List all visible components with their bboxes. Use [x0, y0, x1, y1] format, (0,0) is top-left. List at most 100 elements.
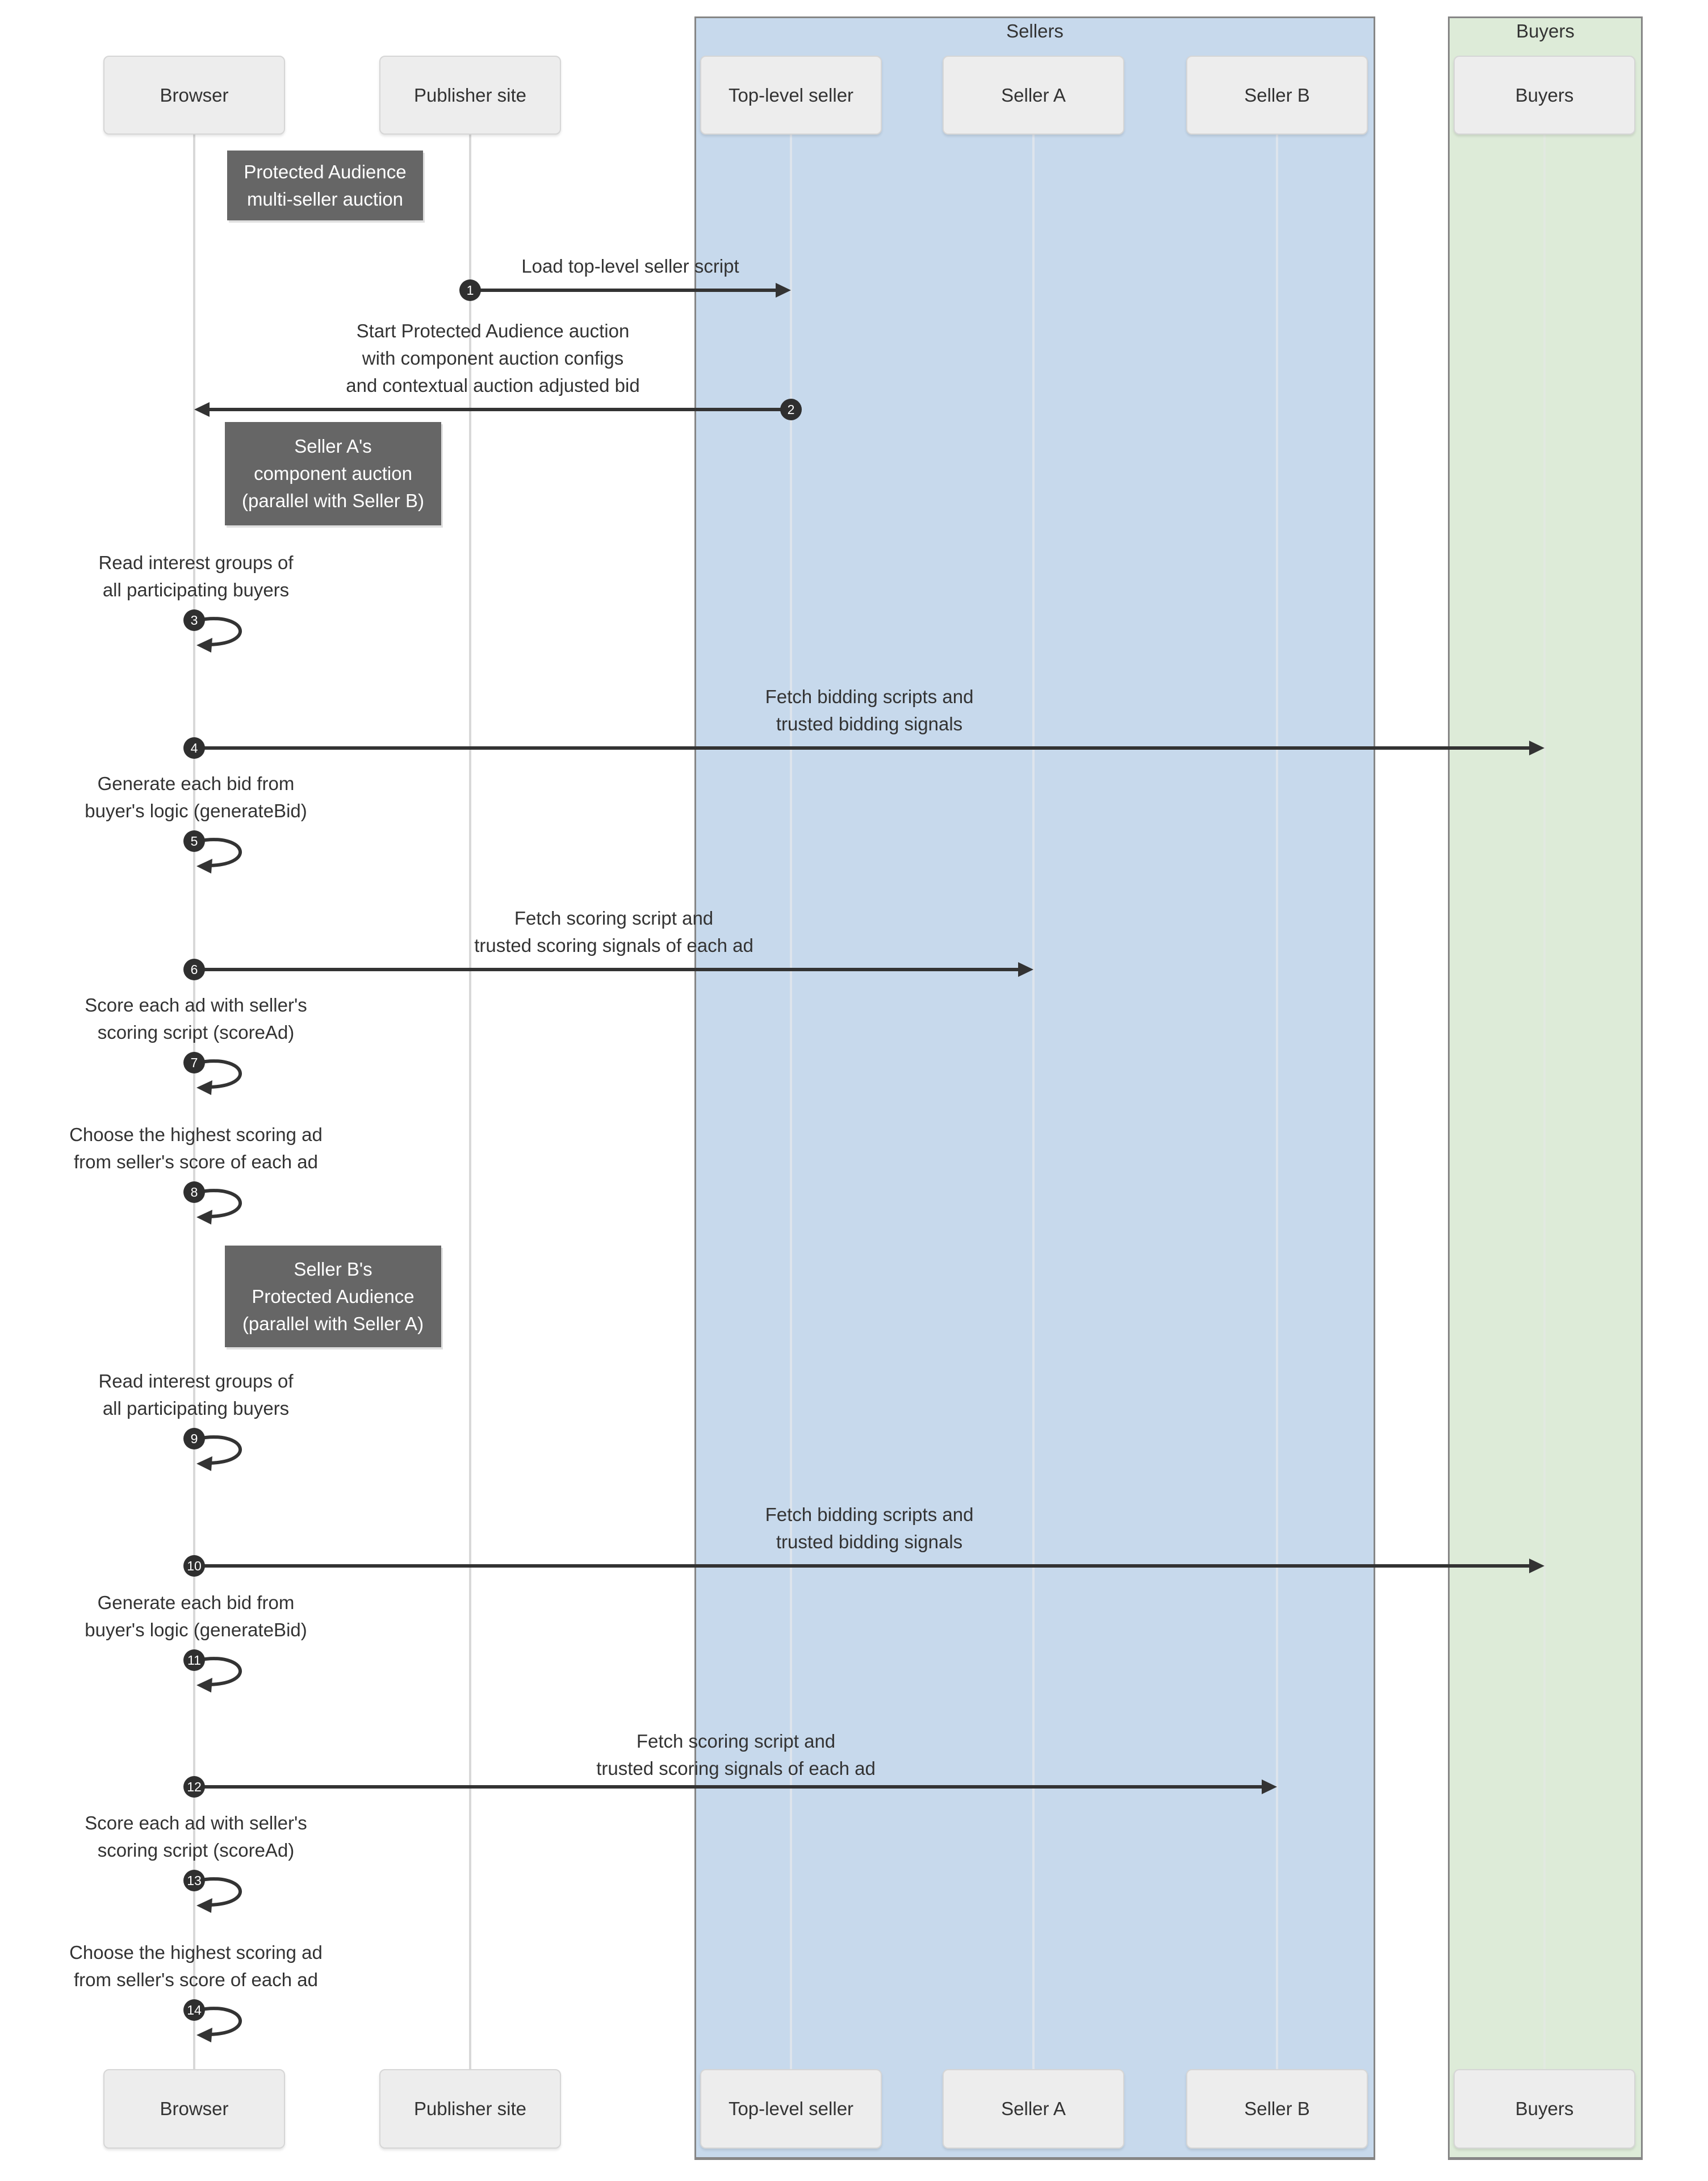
message-line: Fetch bidding scripts and — [765, 686, 974, 707]
message-4-label: Fetch bidding scripts and trusted biddin… — [699, 683, 1040, 738]
message-6-arrow — [194, 968, 1022, 971]
participant-label: Buyers — [1515, 2098, 1574, 2119]
message-1-number: 1 — [459, 279, 481, 301]
note-protected-audience-auction: Protected Audience multi-seller auction — [227, 151, 423, 220]
buyers-group-label: Buyers — [1516, 20, 1575, 41]
lifeline-publisher-site — [469, 135, 471, 2069]
note-line: (parallel with Seller A) — [242, 1313, 424, 1334]
message-14-label: Choose the highest scoring ad from selle… — [43, 1939, 349, 1994]
note-line: component auction — [254, 463, 412, 484]
note-line: Protected Audience — [244, 161, 407, 182]
participant-label: Top-level seller — [728, 84, 854, 106]
message-8-self-loop — [196, 1189, 242, 1225]
message-12-number: 12 — [183, 1776, 205, 1798]
message-line: trusted bidding signals — [776, 1531, 963, 1552]
participant-browser-top: Browser — [103, 56, 285, 135]
message-10-number: 10 — [183, 1555, 205, 1577]
participant-top-level-seller-top: Top-level seller — [700, 56, 882, 135]
message-line: all participating buyers — [102, 1398, 290, 1419]
message-1-arrow — [470, 289, 780, 292]
message-line: all participating buyers — [102, 579, 290, 600]
participant-label: Publisher site — [413, 84, 527, 106]
message-5-number: 5 — [183, 830, 205, 852]
message-9-self-loop — [196, 1435, 242, 1471]
message-line: scoring script (scoreAd) — [97, 1840, 295, 1861]
message-4-arrow — [194, 746, 1533, 750]
lifeline-seller-b — [1276, 135, 1278, 2069]
note-line: Seller B's — [294, 1258, 372, 1280]
message-line: from seller's score of each ad — [74, 1151, 318, 1172]
message-11-label: Generate each bid from buyer's logic (ge… — [43, 1589, 349, 1644]
participant-top-level-seller-bottom: Top-level seller — [700, 2069, 882, 2149]
message-3-number: 3 — [183, 609, 205, 631]
message-line: Score each ad with seller's — [85, 1812, 307, 1833]
participant-label: Browser — [160, 84, 229, 106]
message-7-label: Score each ad with seller's scoring scri… — [43, 992, 349, 1046]
message-12-arrow — [194, 1785, 1266, 1789]
participant-publisher-site-top: Publisher site — [379, 56, 561, 135]
note-line: Seller A's — [294, 436, 372, 457]
message-line: Fetch scoring script and — [636, 1731, 836, 1752]
message-6-label: Fetch scoring script and trusted scoring… — [443, 905, 784, 959]
message-line: Start Protected Audience auction — [356, 320, 630, 341]
message-line: buyer's logic (generateBid) — [85, 800, 307, 821]
message-1-arrowhead — [776, 283, 791, 298]
message-7-number: 7 — [183, 1052, 205, 1073]
message-line: Load top-level seller script — [521, 256, 739, 277]
participant-buyers-top: Buyers — [1454, 56, 1635, 135]
message-line: Generate each bid from — [97, 773, 295, 794]
message-line: Fetch bidding scripts and — [765, 1504, 974, 1525]
message-7-self-loop — [196, 1059, 242, 1095]
participant-label: Seller B — [1244, 2098, 1310, 2119]
note-line: multi-seller auction — [246, 188, 404, 210]
participant-seller-a-bottom: Seller A — [943, 2069, 1124, 2149]
message-13-number: 13 — [183, 1870, 205, 1891]
note-line: Protected Audience — [252, 1285, 415, 1307]
message-14-number: 14 — [183, 1999, 205, 2021]
message-line: with component auction configs — [362, 348, 624, 369]
message-3-self-loop — [196, 617, 242, 653]
message-3-label: Read interest groups of all participatin… — [43, 549, 349, 604]
message-14-self-loop — [196, 2007, 242, 2042]
note-line: (parallel with Seller B) — [242, 490, 424, 511]
message-line: trusted scoring signals of each ad — [596, 1758, 876, 1779]
lifeline-seller-a — [1032, 135, 1035, 2069]
message-1-label: Load top-level seller script — [460, 253, 801, 280]
participant-label: Seller B — [1244, 84, 1310, 106]
lifeline-buyers — [1543, 135, 1546, 2069]
participant-seller-b-bottom: Seller B — [1186, 2069, 1368, 2149]
message-6-number: 6 — [183, 959, 205, 980]
sellers-group-label: Sellers — [1006, 20, 1064, 41]
message-4-number: 4 — [183, 737, 205, 759]
message-10-arrow — [194, 1564, 1533, 1568]
message-9-label: Read interest groups of all participatin… — [43, 1368, 349, 1422]
message-10-arrowhead — [1529, 1559, 1544, 1573]
participant-buyers-bottom: Buyers — [1454, 2069, 1635, 2149]
message-13-label: Score each ad with seller's scoring scri… — [43, 1810, 349, 1864]
message-2-arrowhead — [194, 402, 210, 417]
message-9-number: 9 — [183, 1428, 205, 1449]
message-line: Fetch scoring script and — [514, 908, 714, 929]
message-12-label: Fetch scoring script and trusted scoring… — [566, 1728, 906, 1782]
message-line: trusted bidding signals — [776, 713, 963, 734]
message-line: from seller's score of each ad — [74, 1969, 318, 1990]
message-line: Read interest groups of — [98, 552, 294, 573]
message-6-arrowhead — [1018, 962, 1033, 977]
message-line: and contextual auction adjusted bid — [346, 375, 640, 396]
participant-label: Top-level seller — [728, 2098, 854, 2119]
sellers-group-region — [694, 16, 1375, 2160]
message-13-self-loop — [196, 1877, 242, 1913]
participant-seller-b-top: Seller B — [1186, 56, 1368, 135]
lifeline-browser — [193, 135, 195, 2069]
message-11-number: 11 — [183, 1649, 205, 1671]
message-12-arrowhead — [1262, 1779, 1277, 1794]
message-line: Generate each bid from — [97, 1592, 295, 1613]
participant-publisher-site-bottom: Publisher site — [379, 2069, 561, 2149]
lifeline-top-level-seller — [790, 135, 792, 2069]
message-8-label: Choose the highest scoring ad from selle… — [43, 1121, 349, 1176]
message-line: trusted scoring signals of each ad — [474, 935, 753, 956]
message-line: Choose the highest scoring ad — [69, 1942, 323, 1963]
participant-label: Publisher site — [413, 2098, 527, 2119]
message-5-label: Generate each bid from buyer's logic (ge… — [43, 770, 349, 825]
